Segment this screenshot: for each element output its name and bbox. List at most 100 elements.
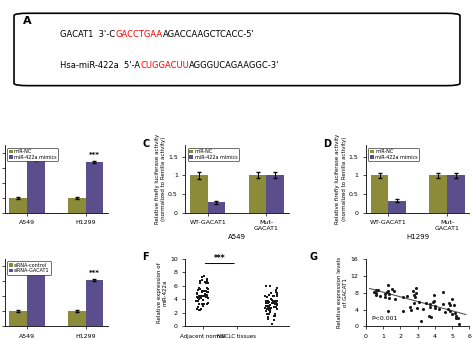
Point xyxy=(203,301,211,306)
Point xyxy=(195,308,203,313)
Point xyxy=(265,299,273,304)
Point xyxy=(410,292,418,298)
Point xyxy=(400,295,407,300)
Point xyxy=(384,282,392,287)
Point xyxy=(273,291,281,297)
Point xyxy=(273,290,281,295)
Point xyxy=(419,306,427,312)
Point xyxy=(269,293,276,299)
Point xyxy=(200,288,208,294)
Point xyxy=(452,310,459,316)
Point xyxy=(273,299,280,305)
Point xyxy=(406,305,413,310)
Point xyxy=(391,288,398,293)
Point xyxy=(428,314,435,319)
Point xyxy=(266,309,274,314)
Point xyxy=(265,292,273,298)
Bar xyxy=(371,175,388,213)
Point xyxy=(194,288,201,293)
Point xyxy=(271,313,279,319)
Point xyxy=(205,296,212,301)
Point xyxy=(423,300,430,305)
Point xyxy=(370,289,378,295)
Point xyxy=(264,311,271,317)
Point xyxy=(199,275,206,280)
Point xyxy=(430,298,438,304)
Point xyxy=(202,292,210,298)
Point xyxy=(204,293,211,299)
Point xyxy=(431,305,438,310)
Point xyxy=(430,292,438,298)
Point xyxy=(264,315,272,320)
Point xyxy=(374,288,382,293)
Point xyxy=(194,295,202,301)
FancyBboxPatch shape xyxy=(14,13,460,86)
Point xyxy=(194,304,202,310)
Point xyxy=(413,305,421,310)
Point xyxy=(264,306,272,311)
Text: Hsa-miR-422a  5'-A: Hsa-miR-422a 5'-A xyxy=(61,61,141,70)
Point xyxy=(205,286,212,291)
Text: AGACCAAGCTCACC-5': AGACCAAGCTCACC-5' xyxy=(163,30,255,39)
Point xyxy=(440,289,447,295)
Point xyxy=(446,308,454,313)
Point xyxy=(202,293,210,298)
Text: G: G xyxy=(309,252,317,262)
Bar xyxy=(388,201,406,213)
Bar xyxy=(447,175,465,213)
Bar xyxy=(68,198,86,213)
Point xyxy=(400,308,407,313)
Bar xyxy=(86,280,103,326)
Point xyxy=(193,290,201,295)
Point xyxy=(410,288,417,294)
Point xyxy=(381,291,389,296)
Point xyxy=(195,285,203,291)
Point xyxy=(445,306,452,312)
Point xyxy=(413,290,420,296)
Y-axis label: Relative expression levels
of GACAT1: Relative expression levels of GACAT1 xyxy=(337,257,348,328)
Point xyxy=(407,308,415,313)
Point xyxy=(265,311,273,317)
Point xyxy=(265,307,273,313)
Point xyxy=(273,299,281,304)
Point xyxy=(201,291,209,297)
Legend: miR-NC, miR-422a mimics: miR-NC, miR-422a mimics xyxy=(368,148,419,162)
Point xyxy=(198,277,206,283)
Point xyxy=(270,317,278,322)
Point xyxy=(270,293,277,299)
Point xyxy=(262,306,269,311)
Point xyxy=(196,307,203,312)
Point xyxy=(198,288,206,294)
Point xyxy=(272,298,280,303)
Y-axis label: Relative firefly luciferase activity
(normalized to Renilla activity): Relative firefly luciferase activity (no… xyxy=(155,134,166,224)
Text: GACCTGAA: GACCTGAA xyxy=(116,30,163,39)
X-axis label: A549: A549 xyxy=(228,234,246,240)
Bar xyxy=(68,311,86,326)
Point xyxy=(426,301,434,306)
Point xyxy=(201,293,208,299)
Legend: siRNA-control, siRNA-GACAT1: siRNA-control, siRNA-GACAT1 xyxy=(7,261,51,275)
Point xyxy=(266,308,274,313)
Point xyxy=(193,307,201,312)
Point xyxy=(200,273,208,279)
Point xyxy=(203,293,210,298)
Point xyxy=(271,301,279,307)
Legend: miR-NC, miR-422a mimics: miR-NC, miR-422a mimics xyxy=(7,148,58,162)
Point xyxy=(198,306,205,311)
Point xyxy=(272,311,279,317)
Point xyxy=(384,288,392,294)
Point xyxy=(272,304,279,309)
Point xyxy=(262,304,270,309)
Point xyxy=(264,299,272,304)
Text: F: F xyxy=(142,252,149,262)
Point xyxy=(436,307,443,312)
Point xyxy=(199,297,207,303)
Point xyxy=(272,289,280,295)
Point xyxy=(376,293,384,299)
Point xyxy=(266,309,274,315)
Point xyxy=(262,298,269,303)
Point xyxy=(262,293,269,299)
Point xyxy=(425,313,433,319)
Bar xyxy=(208,202,225,213)
Point xyxy=(196,286,204,291)
